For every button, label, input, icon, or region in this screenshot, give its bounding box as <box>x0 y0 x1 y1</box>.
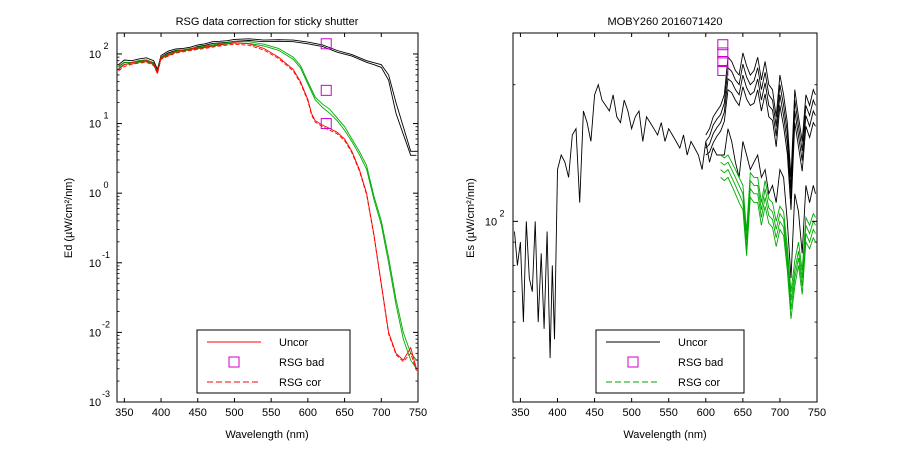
left-rsg-bad-marker-3 <box>320 118 332 130</box>
right-plot-frame <box>512 32 818 403</box>
left-x-tick-label: 550 <box>262 407 280 419</box>
right-x-tick-label: 600 <box>697 407 715 419</box>
left-x-tick-label: 400 <box>152 407 170 419</box>
right-x-tick-label: 650 <box>734 407 752 419</box>
left-x-tick-label: 650 <box>335 407 353 419</box>
right-rsg-bad-marker-1 <box>717 39 729 51</box>
right-series-line-6 <box>720 154 816 292</box>
right-legend-swatch-2 <box>627 356 639 368</box>
right-y-tick-base: 10 <box>485 216 497 228</box>
left-legend-label-2: RSG bad <box>279 357 324 369</box>
right-chart: MOBY260 2016071420 Wavelength (nm) Es (µ… <box>465 16 826 441</box>
right-x-tick-label: 500 <box>622 407 640 419</box>
left-y-tick-base: 10 <box>89 258 101 270</box>
left-legend-label-3: RSG cor <box>279 377 322 389</box>
right-x-tick-label: 350 <box>511 407 529 419</box>
left-legend: Uncor RSG bad RSG cor <box>196 329 351 394</box>
right-rsg-bad-marker-3 <box>717 56 729 68</box>
right-legend-label-1: Uncor <box>678 337 708 349</box>
left-series-line-6 <box>118 43 417 372</box>
right-series-line-1 <box>514 83 816 359</box>
right-y-tick-label: 102 <box>485 208 505 228</box>
right-series-line-4 <box>705 74 816 200</box>
left-y-tick-base: 10 <box>89 327 101 339</box>
left-y-tick-label: 100 <box>89 180 109 200</box>
right-series-line-9 <box>720 176 816 319</box>
left-y-tick-base: 10 <box>89 49 101 61</box>
right-rsg-bad-marker-2 <box>717 47 729 59</box>
left-y-tick-exponent: -3 <box>102 389 110 399</box>
right-x-tick-label: 450 <box>585 407 603 419</box>
right-x-tick-label: 750 <box>808 407 826 419</box>
right-chart-title: MOBY260 2016071420 <box>608 16 723 28</box>
right-y-tick-exponent: 2 <box>499 208 504 218</box>
right-series-group <box>514 52 816 359</box>
left-y-tick-label: 10-1 <box>89 250 110 270</box>
right-x-tick-label: 400 <box>548 407 566 419</box>
left-x-tick-label: 500 <box>225 407 243 419</box>
right-series-line-7 <box>720 161 816 301</box>
left-y-tick-base: 10 <box>89 397 101 409</box>
right-rsg-bad-marker-4 <box>717 64 729 76</box>
left-x-tick-label: 700 <box>372 407 390 419</box>
right-series-line-8 <box>720 168 816 310</box>
left-y-tick-exponent: -1 <box>102 250 110 260</box>
left-rsg-bad-marker-1 <box>320 38 332 50</box>
left-y-tick-base: 10 <box>89 119 101 131</box>
left-chart: RSG data correction for sticky shutter W… <box>63 16 427 441</box>
left-plot-frame <box>116 32 419 403</box>
left-x-tick-label: 450 <box>189 407 207 419</box>
right-x-tick-label: 700 <box>771 407 789 419</box>
left-y-axis-label: Ed (µW/cm²/nm) <box>63 178 75 258</box>
left-y-tick-label: 10-3 <box>89 389 110 409</box>
left-y-tick-exponent: 1 <box>103 111 108 121</box>
left-x-tick-label: 750 <box>409 407 427 419</box>
left-x-tick-label: 350 <box>115 407 133 419</box>
left-chart-title: RSG data correction for sticky shutter <box>176 16 359 28</box>
right-legend-label-2: RSG bad <box>678 357 723 369</box>
left-x-axis-label: Wavelength (nm) <box>225 429 308 441</box>
left-y-tick-label: 102 <box>89 41 109 61</box>
left-y-tick-exponent: 0 <box>103 180 108 190</box>
right-series-line-5 <box>705 86 816 210</box>
left-y-tick-base: 10 <box>89 188 101 200</box>
right-plot-layer: 350 400 450 500 550 600 650 700 750 102 Uncor RSG b… <box>485 32 826 419</box>
left-legend-swatch-2 <box>228 356 240 368</box>
left-rsg-bad-marker-2 <box>320 84 332 96</box>
left-y-tick-exponent: 2 <box>103 41 108 51</box>
right-legend-label-3: RSG cor <box>678 377 721 389</box>
right-x-tick-label: 550 <box>660 407 678 419</box>
left-y-tick-label: 101 <box>89 111 109 131</box>
left-x-tick-label: 600 <box>299 407 317 419</box>
left-y-tick-label: 10-2 <box>89 319 110 339</box>
right-x-axis-label: Wavelength (nm) <box>623 429 706 441</box>
right-y-axis-label: Es (µW/cm²/nm) <box>465 178 477 258</box>
right-series-line-2 <box>705 52 816 178</box>
left-legend-label-1: Uncor <box>279 337 309 349</box>
right-legend: Uncor RSG bad RSG cor <box>595 329 745 394</box>
left-series-group <box>118 38 417 372</box>
left-y-tick-exponent: -2 <box>102 319 110 329</box>
left-legend-box <box>196 329 351 394</box>
left-plot-layer: 350 400 450 500 550 600 650 700 75010210110010-1… <box>89 32 427 419</box>
right-series-line-3 <box>705 63 816 189</box>
left-series-line-1 <box>118 38 417 152</box>
